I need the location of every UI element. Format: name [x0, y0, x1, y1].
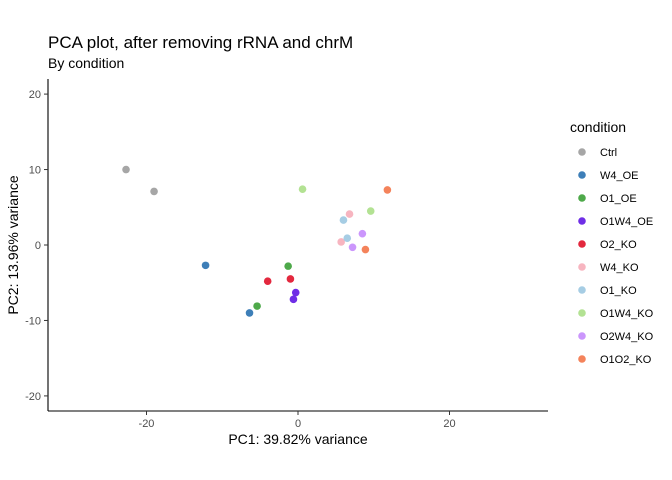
- legend-label: O2W4_KO: [600, 331, 654, 343]
- legend-label: O2_KO: [600, 239, 637, 251]
- data-point-o1w4-ko: [366, 207, 375, 215]
- data-point-o1-oe: [253, 302, 261, 310]
- y-tick-label: 10: [29, 165, 41, 177]
- y-tick-label: 0: [35, 240, 41, 252]
- legend-label: O1O2_KO: [600, 354, 652, 366]
- data-point-w4-ko: [337, 238, 345, 246]
- data-point-w4-oe: [245, 309, 254, 317]
- x-tick-label: 0: [295, 418, 301, 430]
- legend-key-o1w4-ko: [578, 309, 586, 317]
- data-point-w4-oe: [201, 261, 210, 270]
- data-point-ctrl: [122, 165, 130, 174]
- legend-key-o1w4-oe: [578, 217, 586, 225]
- legend-key-w4-oe: [578, 171, 586, 179]
- data-point-o1w4-ko: [298, 185, 307, 193]
- legend-title: condition: [570, 119, 626, 135]
- data-point-o1-oe: [284, 262, 292, 270]
- data-point-o1-ko: [339, 216, 348, 224]
- legend-key-w4-ko: [578, 263, 586, 271]
- legend-key-o1-oe: [578, 194, 586, 202]
- x-tick-label: -20: [139, 418, 155, 430]
- legend-label: Ctrl: [600, 147, 617, 159]
- y-tick-label: 20: [29, 89, 41, 101]
- legend-label: O1W4_OE: [600, 216, 653, 228]
- x-tick-label: 20: [443, 418, 455, 430]
- chart-title: PCA plot, after removing rRNA and chrM: [48, 33, 353, 52]
- data-point-o1o2-ko: [383, 186, 392, 194]
- legend-label: W4_KO: [600, 262, 639, 274]
- data-point-o2w4-ko: [348, 243, 357, 252]
- data-point-o2-ko: [263, 277, 272, 286]
- x-axis-title: PC1: 39.82% variance: [228, 431, 368, 447]
- data-point-ctrl: [150, 187, 158, 196]
- legend: condition Ctrl W4_OE O1_OE O1W4_OE O2_KO W4_K…: [570, 119, 654, 366]
- legend-label: W4_OE: [600, 170, 639, 182]
- data-point-o1w4-oe: [289, 295, 298, 304]
- legend-key-ctrl: [578, 148, 586, 156]
- legend-label: O1_OE: [600, 193, 637, 205]
- legend-key-o2-ko: [578, 240, 586, 248]
- legend-key-o1-ko: [578, 286, 586, 294]
- data-point-w4-ko: [345, 210, 354, 218]
- legend-key-o2w4-ko: [578, 332, 586, 340]
- legend-label: O1_KO: [600, 285, 637, 297]
- data-point-o2w4-ko: [358, 229, 367, 238]
- data-point-o1o2-ko: [361, 245, 370, 254]
- data-point-o2-ko: [286, 275, 295, 283]
- y-axis-title: PC2: 13.96% variance: [5, 175, 21, 315]
- plot-area: -20 0 20 -20 -10 0 10 20: [25, 79, 548, 430]
- legend-label: O1W4_KO: [600, 308, 654, 320]
- y-tick-label: -20: [25, 391, 41, 403]
- chart-subtitle: By condition: [48, 55, 124, 71]
- data-point-o1-ko: [343, 234, 352, 243]
- data-point-o1w4-oe: [291, 288, 300, 297]
- legend-key-o1o2-ko: [578, 355, 586, 363]
- y-tick-label: -10: [25, 315, 41, 327]
